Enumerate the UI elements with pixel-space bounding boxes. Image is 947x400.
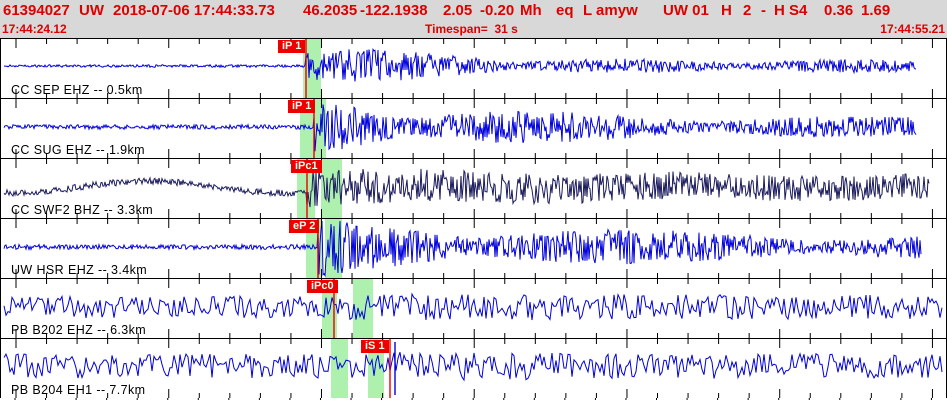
field-hs4: H S4 <box>774 2 808 19</box>
seismogram-waveform[interactable] <box>1 159 946 218</box>
trace-panel[interactable]: eP 2 UW HSR EHZ -- 3.4km <box>1 218 946 278</box>
network-code: UW <box>79 2 104 19</box>
timespan-label: Timespan= 31 s <box>425 22 518 36</box>
magnitude: 2.05 <box>443 2 473 19</box>
phase-pick-label[interactable]: iPc0 <box>307 280 338 293</box>
trace-panel[interactable]: iPc0 PB B202 EHZ -- 6.3km <box>1 278 946 338</box>
event-header: 61394027 UW 2018-07-06 17:44:33.73 46.20… <box>0 0 947 22</box>
trace-panel[interactable]: iP 1 CC SEP EHZ -- 0.5km <box>1 38 946 98</box>
phase-pick-label[interactable]: iP 1 <box>288 100 316 113</box>
pick-window[interactable] <box>331 339 348 398</box>
phase-pick-label[interactable]: iP 1 <box>278 40 306 53</box>
trace-panel[interactable]: iS 1 PB B204 EH1 -- 7.7km <box>1 338 946 398</box>
phase-pick-label[interactable]: iPc1 <box>291 160 322 173</box>
field-2: 2 <box>743 2 752 19</box>
magnitude-type: Mh <box>520 2 542 19</box>
phase-pick-label[interactable]: eP 2 <box>289 220 320 233</box>
trace-panel[interactable]: iP 1 CC SUG EHZ -- 1.9km <box>1 98 946 158</box>
trace-panel[interactable]: iPc1 CC SWF2 BHZ -- 3.3km <box>1 158 946 218</box>
event-flags: L amyw <box>583 2 638 19</box>
depth-value: -0.20 <box>480 2 515 19</box>
seismogram-waveform[interactable] <box>1 99 946 158</box>
field-dash: - <box>761 2 766 19</box>
window-end-time: 17:44:55.21 <box>880 22 945 36</box>
window-start-time: 17:44:24.12 <box>2 22 67 36</box>
longitude: -122.1938 <box>360 2 428 19</box>
seismogram-waveform[interactable] <box>1 339 946 398</box>
event-id: 61394027 <box>3 2 70 19</box>
pick-window[interactable] <box>321 159 342 218</box>
pick-window[interactable] <box>368 339 384 398</box>
quality-value-2: 1.69 <box>861 2 891 19</box>
time-bar: 17:44:24.12 Timespan= 31 s 17:44:55.21 <box>0 22 947 38</box>
phase-pick-label[interactable]: iS 1 <box>361 340 389 353</box>
pick-window[interactable] <box>322 279 337 338</box>
seismogram-waveform[interactable] <box>1 219 946 278</box>
seismogram-waveform[interactable] <box>1 39 946 98</box>
latitude: 46.2035 <box>303 2 358 19</box>
trace-panel-stack: iP 1 CC SEP EHZ -- 0.5km iP 1 CC SUG EHZ… <box>0 38 947 398</box>
field-h: H <box>721 2 732 19</box>
quality-value-1: 0.36 <box>824 2 854 19</box>
origin-time: 2018-07-06 17:44:33.73 <box>113 2 275 19</box>
pick-window[interactable] <box>353 279 373 338</box>
event-type: eq <box>556 2 574 19</box>
seismogram-waveform[interactable] <box>1 279 946 338</box>
net-station: UW 01 <box>663 2 709 19</box>
